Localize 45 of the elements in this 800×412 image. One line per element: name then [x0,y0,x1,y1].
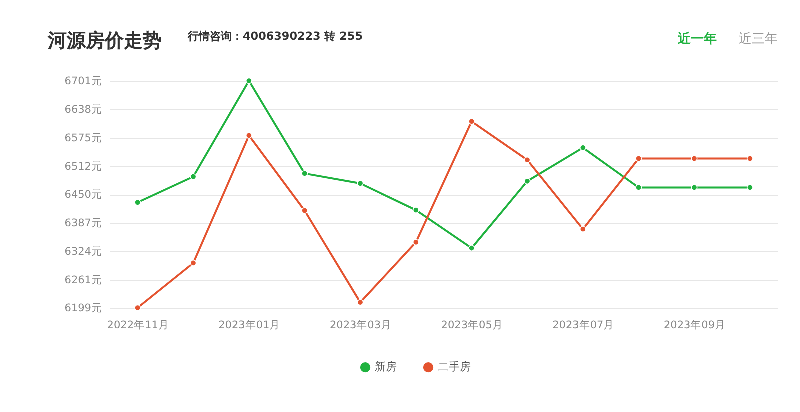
point [412,207,420,214]
y-tick-label: 6512元 [64,160,102,173]
point [190,174,197,180]
text: 近一年 [677,31,717,47]
point [468,118,476,125]
x-tick-label: 2022年11月 [107,320,170,332]
legend-label: 二手房 [438,360,471,374]
point [246,78,252,84]
point [636,156,642,162]
y-tick-label: 6261元 [64,274,102,286]
point [412,239,420,246]
point [524,178,531,185]
x-tick-label: 2023年03月 [330,320,392,332]
point [691,156,698,162]
legend-label: 新房 [375,360,397,374]
point [468,245,476,252]
point [636,184,642,191]
point [580,226,586,233]
y-tick-label: 6450元 [64,189,102,201]
point [357,180,364,187]
y-tick-label: 6701元 [64,76,102,88]
point [302,170,308,177]
point [134,304,142,312]
point [190,260,197,266]
point [580,144,586,152]
x-tick-label: 2023年01月 [218,320,281,332]
chart-subtitle: 行情咨询：4006390223 转 255 [187,30,363,43]
y-tick-label: 6575元 [64,132,102,144]
x-tick-label: 2023年09月 [664,320,726,332]
point [691,184,698,191]
y-tick-label: 6199元 [64,302,102,314]
point [302,208,308,214]
y-tick-label: 6324元 [64,246,102,258]
y-tick-label: 6638元 [64,104,102,116]
y-tick-label: 6387元 [64,217,102,230]
x-tick-label: 2023年05月 [441,320,504,332]
point [746,184,754,191]
point [357,299,364,306]
x-tick-label: 2023年07月 [552,320,615,332]
point [246,132,252,139]
chart-title: 河源房价走势 [47,30,162,52]
point [746,156,754,162]
point [524,156,531,164]
text: 近三年 [739,32,778,47]
point [134,199,142,206]
